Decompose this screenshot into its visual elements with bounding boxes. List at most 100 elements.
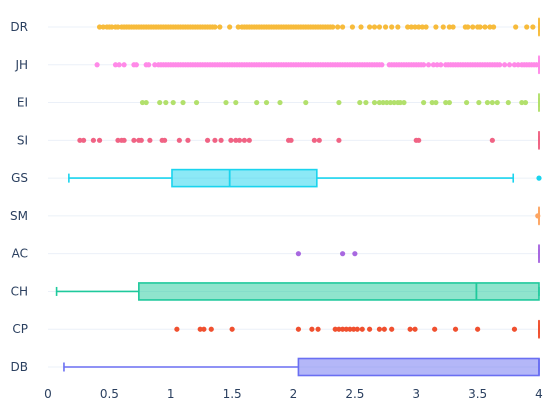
outlier-point-ei — [519, 99, 525, 106]
outlier-point-ei — [233, 99, 239, 106]
outlier-point-dr — [227, 24, 233, 30]
series-ch — [55, 282, 540, 301]
category-label-ch: CH — [11, 284, 28, 298]
outlier-point-si — [176, 137, 182, 143]
outlier-point-dr — [109, 24, 115, 30]
outlier-point-jh — [121, 62, 127, 68]
outlier-point-ei — [163, 99, 169, 106]
outlier-point-dr — [405, 24, 411, 30]
outlier-point-si — [212, 137, 218, 143]
x-tick-label: 0 — [44, 387, 52, 401]
outlier-point-gs — [536, 175, 542, 181]
outlier-point-ei — [489, 99, 495, 106]
series-db — [63, 357, 540, 377]
outlier-point-dr — [465, 24, 471, 30]
x-tick-label: 3 — [412, 387, 420, 401]
outlier-point-ei — [363, 99, 369, 106]
outlier-point-jh — [434, 62, 440, 68]
outlier-point-cp — [295, 326, 302, 332]
outlier-point-ei — [143, 99, 149, 106]
outlier-point-jh — [379, 62, 385, 68]
x-tick-label: 2 — [290, 387, 298, 401]
series-ei — [139, 93, 540, 112]
outlier-point-dr — [115, 24, 121, 30]
outlier-point-si — [489, 137, 495, 143]
outlier-point-cp — [452, 326, 459, 332]
series-ac — [295, 244, 540, 263]
outlier-point-cp — [201, 326, 207, 332]
outlier-point-cp — [315, 326, 321, 332]
outlier-point-dr — [358, 24, 364, 30]
box-series — [55, 17, 542, 377]
outlier-point-si — [228, 137, 234, 143]
outlier-point-cp — [197, 326, 203, 332]
outlier-point-ei — [433, 99, 439, 106]
outlier-point-ei — [193, 99, 200, 106]
outlier-point-cp — [432, 326, 438, 332]
outlier-point-ei — [223, 99, 229, 106]
outlier-point-dr — [450, 24, 456, 30]
category-label-gs: GS — [11, 171, 28, 185]
outlier-point-si — [77, 137, 83, 143]
outlier-point-si — [204, 137, 211, 143]
outlier-point-cp — [343, 326, 349, 332]
category-label-jh: JH — [14, 58, 28, 72]
x-tick-label: 0.5 — [100, 387, 119, 401]
outlier-point-cp — [376, 326, 383, 332]
outlier-point-dr — [416, 24, 422, 30]
x-tick-label: 3.5 — [468, 387, 487, 401]
outlier-point-ei — [180, 99, 186, 106]
outlier-point-cp — [340, 326, 346, 332]
x-tick-label: 2.5 — [345, 387, 364, 401]
outlier-point-si — [288, 137, 294, 143]
outlier-point-jh — [421, 62, 427, 68]
outlier-point-jh — [133, 62, 139, 68]
outlier-point-si — [131, 137, 137, 143]
outlier-point-dr — [440, 24, 446, 30]
outlier-point-jh — [94, 62, 100, 68]
outlier-point-si — [147, 137, 153, 143]
category-label-si: SI — [17, 133, 28, 147]
category-label-cp: CP — [12, 322, 28, 336]
outlier-point-ei — [263, 99, 270, 106]
series-gs — [68, 168, 542, 188]
outlier-point-dr — [490, 24, 497, 30]
outlier-point-ei — [463, 99, 470, 106]
gridlines — [48, 26, 539, 368]
outlier-point-ei — [380, 99, 386, 106]
outlier-point-si — [311, 137, 317, 143]
outlier-point-cp — [367, 326, 373, 332]
outlier-point-ei — [484, 99, 491, 106]
box-gs — [171, 168, 318, 188]
outlier-point-dr — [349, 24, 356, 30]
outlier-point-ei — [421, 99, 427, 106]
outlier-point-jh — [506, 62, 513, 68]
box-db — [297, 357, 540, 377]
outlier-point-dr — [376, 24, 383, 30]
outlier-point-cp — [229, 326, 235, 332]
outlier-point-si — [162, 137, 168, 143]
outlier-point-si — [96, 137, 103, 143]
x-tick-labels: 0 0.5 1 1.5 2 2.5 3 3.5 4 — [44, 387, 543, 401]
outlier-point-cp — [351, 326, 357, 332]
outlier-point-si — [121, 137, 127, 143]
outlier-point-dr — [340, 24, 346, 30]
x-tick-label: 4 — [535, 387, 543, 401]
outlier-point-cp — [381, 326, 387, 332]
outlier-point-cp — [389, 326, 395, 332]
outlier-point-ei — [401, 99, 407, 106]
outlier-point-jh — [533, 62, 540, 68]
outlier-point-cp — [407, 326, 413, 332]
outlier-point-ei — [429, 99, 435, 106]
outlier-point-ei — [387, 99, 394, 106]
outlier-point-ei — [384, 99, 390, 106]
outlier-point-si — [246, 137, 252, 143]
outlier-point-dr — [382, 24, 389, 30]
series-dr — [96, 17, 540, 37]
category-label-db: DB — [11, 360, 28, 374]
outlier-point-ei — [254, 99, 260, 106]
outlier-point-cp — [336, 326, 342, 332]
outlier-point-cp — [359, 326, 365, 332]
outlier-point-si — [90, 137, 97, 143]
outlier-point-ei — [397, 99, 403, 106]
